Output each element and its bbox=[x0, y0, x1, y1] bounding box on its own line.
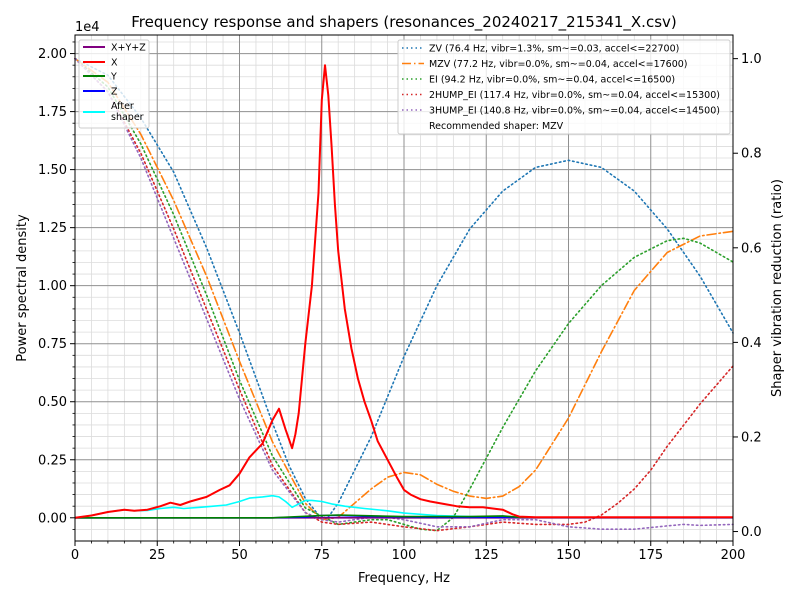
x-tick-label: 175 bbox=[638, 548, 663, 563]
legend-psd-label: Z bbox=[111, 87, 118, 98]
y2-axis-ticks: 0.0 0.2 0.4 0.6 0.8 1.0 bbox=[733, 52, 762, 540]
y2-tick-label: 0.6 bbox=[741, 241, 762, 256]
shaper-curve-1 bbox=[74, 57, 734, 521]
x-axis-ticks: 0 25 50 75 100 125 150 175 200 bbox=[71, 541, 746, 563]
y2-tick-label: 0.0 bbox=[741, 525, 762, 540]
shaper-curve-0 bbox=[74, 57, 734, 521]
y-axis-label: Power spectral density bbox=[15, 214, 30, 362]
y-tick-label: 0.00 bbox=[38, 511, 67, 526]
y-tick-label: 2.00 bbox=[38, 47, 67, 62]
x-tick-label: 0 bbox=[71, 548, 79, 563]
y-tick-label: 1.75 bbox=[38, 105, 67, 120]
x-tick-label: 100 bbox=[392, 548, 417, 563]
y-tick-label: 0.25 bbox=[38, 453, 67, 468]
y2-tick-label: 1.0 bbox=[741, 52, 762, 67]
legend-psd-label: X bbox=[111, 58, 118, 69]
legend-shapers: ZV (76.4 Hz, vibr=1.3%, sm~=0.03, accel<… bbox=[397, 39, 731, 135]
y-tick-label: 1.00 bbox=[38, 279, 67, 294]
psd-curves bbox=[74, 64, 734, 519]
shaper-curves bbox=[74, 57, 734, 532]
x-tick-label: 125 bbox=[474, 548, 499, 563]
legend-shaper-label: EI (94.2 Hz, vibr=0.0%, sm~=0.04, accel<… bbox=[429, 75, 675, 86]
y-tick-label: 1.50 bbox=[38, 163, 67, 178]
shaper-curve-4 bbox=[74, 57, 734, 531]
y-axis-ticks: 0.00 0.25 0.50 0.75 1.00 1.25 1.50 1.75 2.00 bbox=[38, 41, 75, 530]
y2-axis-label: Shaper vibration reduction (ratio) bbox=[770, 179, 785, 397]
shaper-curve-3 bbox=[74, 57, 734, 532]
chart-title: Frequency response and shapers (resonanc… bbox=[131, 13, 677, 32]
legend-shaper-label: MZV (77.2 Hz, vibr=0.0%, sm~=0.04, accel… bbox=[429, 59, 688, 70]
x-tick-label: 75 bbox=[313, 548, 330, 563]
legend-psd-label: After bbox=[111, 101, 134, 112]
x-tick-label: 25 bbox=[149, 548, 166, 563]
recommended-shaper-note: Recommended shaper: MZV bbox=[429, 121, 564, 132]
x-axis-label: Frequency, Hz bbox=[358, 571, 450, 586]
psd-curve-1 bbox=[74, 64, 733, 519]
x-tick-label: 200 bbox=[721, 548, 746, 563]
psd-curve-2 bbox=[75, 514, 733, 519]
y-tick-label: 1.25 bbox=[38, 221, 67, 236]
psd-curve-4 bbox=[74, 494, 733, 519]
legend-shaper-label: 2HUMP_EI (117.4 Hz, vibr=0.0%, sm~=0.04,… bbox=[429, 90, 720, 101]
legend-psd-label: Y bbox=[110, 72, 117, 83]
legend-psd-label: X+Y+Z bbox=[111, 43, 146, 54]
x-tick-label: 150 bbox=[556, 548, 581, 563]
legend-shapers-box bbox=[397, 39, 731, 135]
y-axis-offset-text: 1e4 bbox=[75, 20, 100, 35]
y2-tick-label: 0.2 bbox=[741, 430, 762, 445]
x-tick-label: 50 bbox=[231, 548, 248, 563]
y-tick-label: 0.75 bbox=[38, 337, 67, 352]
y-tick-label: 0.50 bbox=[38, 395, 67, 410]
legend-psd-label: shaper bbox=[111, 112, 144, 123]
legend-shaper-label: ZV (76.4 Hz, vibr=1.3%, sm~=0.03, accel<… bbox=[429, 44, 679, 55]
y2-tick-label: 0.4 bbox=[741, 336, 762, 351]
y2-tick-label: 0.8 bbox=[741, 147, 762, 162]
legend-shaper-label: 3HUMP_EI (140.8 Hz, vibr=0.0%, sm~=0.04,… bbox=[429, 106, 720, 117]
